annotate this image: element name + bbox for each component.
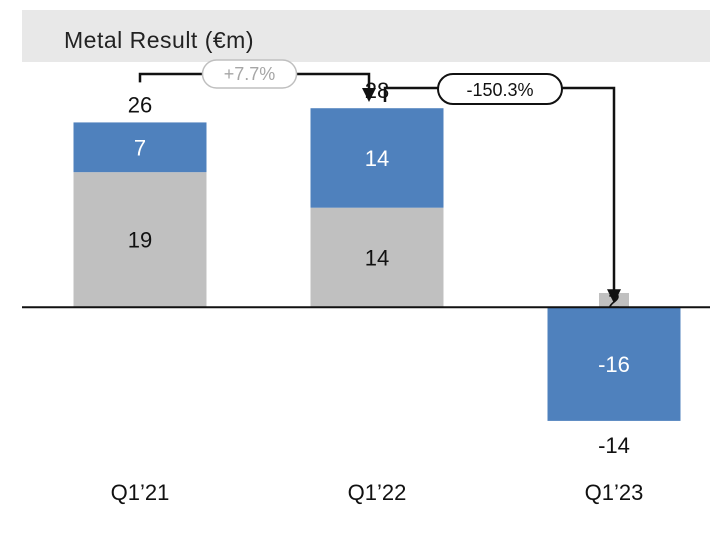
change-bubble bbox=[437, 73, 563, 105]
bar-value-label: 14 bbox=[365, 146, 389, 171]
bar-segment bbox=[310, 207, 444, 308]
bar-segment bbox=[73, 122, 207, 173]
arrow-head bbox=[362, 88, 376, 102]
bar-value-label: 19 bbox=[128, 228, 152, 253]
bar-segment bbox=[547, 307, 681, 421]
change-bubble bbox=[201, 59, 298, 89]
bar-total-label: 26 bbox=[128, 92, 152, 117]
bar-value-label: -16 bbox=[598, 352, 630, 377]
change-bubble-label: +7.7% bbox=[224, 64, 276, 84]
category-label: Q1’23 bbox=[585, 480, 644, 505]
category-label: Q1’21 bbox=[111, 480, 170, 505]
category-label: Q1’22 bbox=[348, 480, 407, 505]
change-arrows-layer: +7.7% -150.3% bbox=[138, 59, 621, 304]
bar-value-label: 7 bbox=[134, 135, 146, 160]
change-bubble-label: -150.3% bbox=[466, 80, 533, 100]
bar-total-label: -14 bbox=[598, 433, 630, 458]
bar-segment bbox=[73, 172, 207, 308]
arrow-head bbox=[607, 289, 621, 304]
bars-layer bbox=[73, 108, 681, 421]
chart-title: Metal Result (€m) bbox=[64, 27, 254, 53]
bar-value-label: 14 bbox=[365, 245, 389, 270]
title-band bbox=[22, 10, 710, 62]
bar-segment bbox=[310, 108, 444, 208]
